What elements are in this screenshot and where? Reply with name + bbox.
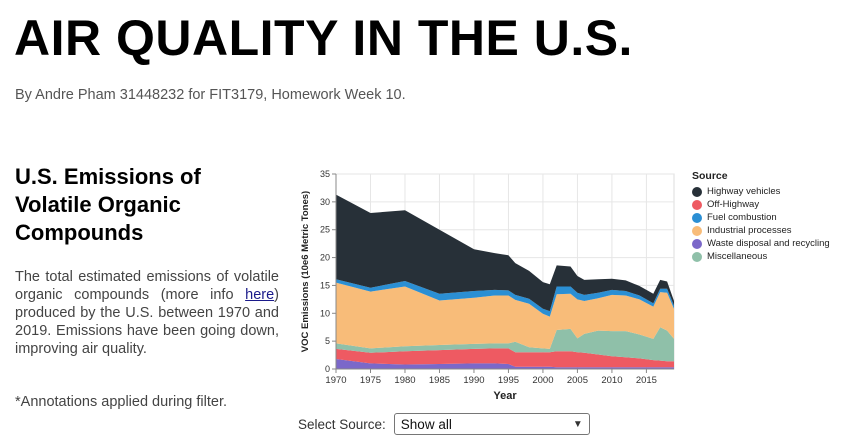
area-waste-disposal-and-recycling[interactable] [336, 359, 674, 369]
legend-items: Highway vehicles Off-Highway Fuel combusti… [692, 185, 830, 263]
x-tick-label: 2005 [567, 375, 588, 386]
annotation-note: *Annotations applied during filter. [15, 394, 228, 410]
more-info-link[interactable]: here [245, 287, 275, 303]
byline: By Andre Pham 31448232 for FIT3179, Home… [15, 87, 406, 103]
area-miscellaneous[interactable] [336, 327, 674, 362]
legend-title: Source [692, 170, 728, 182]
y-tick-label: 25 [320, 225, 330, 235]
y-axis-title: VOC Emissions (10e6 Metric Tones) [300, 191, 311, 352]
description-text-1: The total estimated emissions of volatil… [15, 269, 279, 303]
description-text-2: ) produced by the U.S. between 1970 and … [15, 287, 279, 357]
x-tick-label: 2010 [601, 375, 622, 386]
y-tick-label: 30 [320, 197, 330, 207]
y-tick-label: 5 [325, 336, 330, 346]
y-tick-label: 35 [320, 169, 330, 179]
y-tick-label: 0 [325, 364, 330, 374]
area-industrial-processes[interactable] [336, 282, 674, 349]
y-tick-label: 15 [320, 280, 330, 290]
source-filter: Select Source: Show all ▼ [298, 413, 590, 435]
legend-swatch [692, 251, 702, 262]
section-title: U.S. Emissions of Volatile Organic Compo… [15, 164, 201, 245]
legend-label: Miscellaneous [707, 251, 768, 262]
area-highway-vehicles[interactable] [336, 194, 674, 312]
source-filter-label: Select Source: [298, 416, 386, 432]
x-tick-label: 1995 [498, 375, 519, 386]
legend-item-waste-disposal-and-recycling[interactable]: Waste disposal and recycling [692, 237, 830, 250]
legend-item-miscellaneous[interactable]: Miscellaneous [692, 250, 830, 263]
section-description: The total estimated emissions of volatil… [15, 268, 279, 358]
page-title: AIR QUALITY IN THE U.S. [14, 10, 633, 66]
legend-item-off-highway[interactable]: Off-Highway [692, 198, 830, 211]
x-axis-title: Year [493, 390, 517, 402]
x-tick-label: 2000 [532, 375, 553, 386]
area-off-highway[interactable] [336, 348, 674, 368]
chevron-down-icon: ▼ [572, 418, 583, 430]
source-select[interactable]: Show all ▼ [393, 413, 590, 435]
chart-legend: Source Highway vehicles Off-Highway Fuel c… [692, 170, 830, 263]
voc-emissions-chart[interactable]: 0 5 10 15 20 25 30 35 1970 1975 1980 1985 1990 1995 20… [296, 164, 688, 408]
legend-swatch [692, 238, 702, 249]
legend-swatch [692, 186, 702, 197]
legend-label: Waste disposal and recycling [707, 238, 830, 249]
x-tick-label: 1970 [325, 375, 346, 386]
legend-item-highway-vehicles[interactable]: Highway vehicles [692, 185, 830, 198]
area-fuel-combustion[interactable] [336, 279, 674, 317]
legend-label: Off-Highway [707, 199, 760, 210]
legend-item-fuel-combustion[interactable]: Fuel combustion [692, 211, 830, 224]
legend-label: Fuel combustion [707, 212, 777, 223]
x-tick-label: 1975 [360, 375, 381, 386]
x-tick-label: 1980 [394, 375, 415, 386]
x-tick-label: 1990 [463, 375, 484, 386]
y-tick-label: 20 [320, 253, 330, 263]
legend-label: Industrial processes [707, 225, 792, 236]
y-tick-label: 10 [320, 308, 330, 318]
legend-swatch [692, 212, 702, 223]
legend-swatch [692, 225, 702, 236]
x-tick-label: 2015 [636, 375, 657, 386]
legend-item-industrial-processes[interactable]: Industrial processes [692, 224, 830, 237]
source-select-value: Show all [400, 416, 452, 432]
legend-swatch [692, 199, 702, 210]
legend-label: Highway vehicles [707, 186, 781, 197]
x-tick-label: 1985 [429, 375, 450, 386]
